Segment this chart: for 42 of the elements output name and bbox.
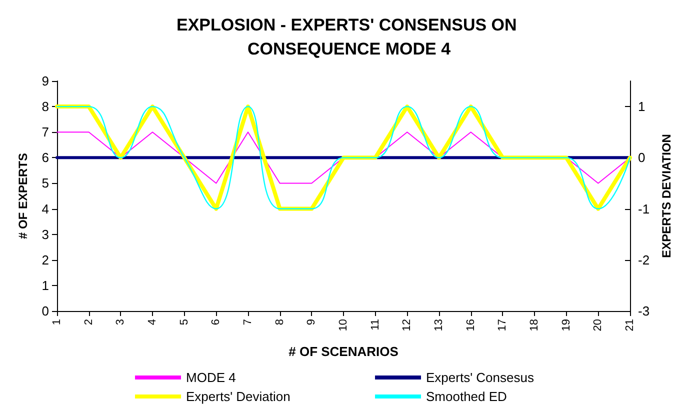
y-tick-label: 9 [42,74,49,88]
y-tick-label: 4 [42,201,49,216]
legend-label: Experts' Deviation [186,389,290,404]
y-tick-label: 0 [42,304,49,318]
x-tick-label: 20 [592,319,604,332]
x-tick-label: 13 [433,319,445,332]
x-tick-label: 21 [624,319,636,332]
y-tick-label: 2 [42,252,49,268]
chart-title: EXPLOSION - EXPERTS' CONSENSUS ON CONSEQUENCE MODE 4 [176,16,522,58]
x-tick-label: 17 [496,319,509,332]
x-tick-label: 2 [82,319,95,326]
legend-label: Experts' Consesus [426,370,534,385]
x-tick-label: 1 [51,319,63,326]
y-tick-label: 1 [42,278,49,293]
y2-tick-label: -1 [638,201,650,216]
x-tick-label: 6 [210,319,222,326]
x-tick-label: 7 [242,319,254,326]
legend-label: Smoothed ED [426,389,507,404]
x-tick-label: 3 [114,319,127,326]
legend-label: MODE 4 [186,370,236,385]
x-tick-label: 8 [274,319,286,326]
y-tick-label: 6 [42,150,49,166]
y-tick-label: 8 [42,99,49,114]
x-tick-label: 5 [178,319,190,326]
y-tick-label: 5 [42,176,49,191]
y2-axis-title: EXPERTS DEVIATION [659,134,674,258]
x-tick-label: 19 [560,319,572,332]
x-tick-label: 12 [401,319,414,332]
y-tick-label: 3 [42,226,49,242]
y2-tick-label: -2 [638,252,650,268]
x-tick-label: 18 [528,319,540,332]
x-tick-label: 11 [369,319,382,330]
x-tick-label: 10 [338,319,350,332]
x-axis-title: # OF SCENARIOS [288,344,399,359]
y2-tick-label: 0 [638,150,646,166]
y-tick-label: 7 [42,124,49,140]
y2-tick-label: -3 [638,304,650,318]
x-tick-label: 16 [464,319,477,332]
y2-tick-label: 1 [638,99,646,114]
x-tick-label: 9 [306,319,318,326]
x-tick-label: 4 [146,319,158,326]
y-axis-title: # OF EXPERTS [16,152,30,240]
